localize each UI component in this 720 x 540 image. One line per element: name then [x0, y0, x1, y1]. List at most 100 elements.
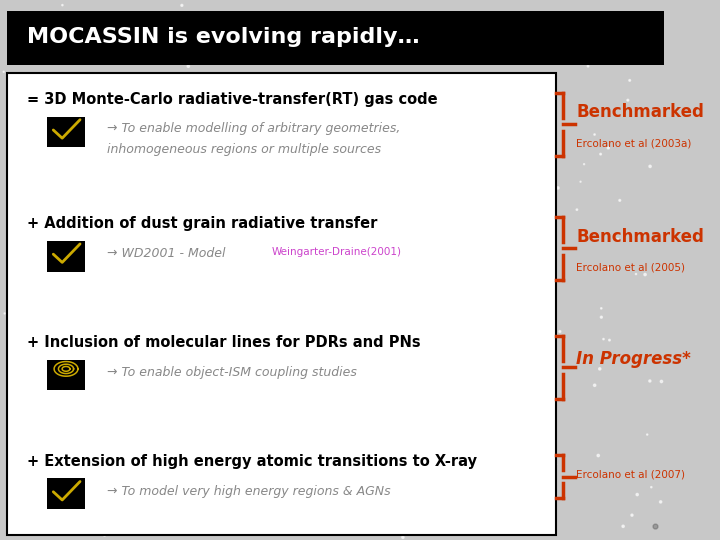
Point — [163, 280, 174, 289]
Point — [120, 47, 131, 56]
Point — [37, 485, 48, 494]
Point — [582, 62, 594, 71]
Point — [500, 361, 512, 370]
Point — [289, 440, 301, 449]
Point — [323, 448, 334, 456]
Point — [445, 521, 456, 530]
Point — [533, 253, 544, 262]
Point — [349, 130, 361, 139]
Text: Benchmarked: Benchmarked — [577, 103, 704, 122]
Point — [646, 483, 657, 491]
Point — [418, 188, 430, 197]
Point — [542, 237, 554, 245]
Point — [655, 497, 667, 506]
Point — [603, 264, 615, 273]
Point — [281, 419, 292, 428]
Point — [395, 50, 407, 59]
Point — [45, 44, 57, 53]
Point — [552, 184, 564, 192]
Point — [57, 1, 68, 9]
Point — [228, 33, 240, 42]
Point — [183, 62, 194, 71]
FancyBboxPatch shape — [47, 241, 85, 272]
Text: MOCASSIN is evolving rapidly…: MOCASSIN is evolving rapidly… — [27, 26, 420, 47]
Point — [457, 79, 469, 88]
Point — [207, 179, 219, 188]
Point — [44, 342, 55, 350]
Point — [202, 224, 214, 232]
Point — [117, 408, 129, 416]
Point — [116, 151, 127, 160]
Point — [99, 208, 110, 217]
Point — [220, 473, 232, 482]
Point — [176, 1, 188, 10]
Point — [71, 159, 82, 168]
Point — [395, 444, 407, 453]
Point — [240, 326, 252, 335]
Point — [143, 126, 155, 135]
Point — [325, 254, 337, 262]
Point — [595, 313, 607, 321]
Text: Ercolano et al (2007): Ercolano et al (2007) — [577, 469, 685, 479]
Point — [469, 449, 480, 457]
Text: → To enable modelling of arbitrary geometries,: → To enable modelling of arbitrary geome… — [107, 122, 400, 134]
Point — [361, 15, 372, 24]
Point — [514, 328, 526, 336]
FancyBboxPatch shape — [47, 478, 85, 509]
Text: = 3D Monte-Carlo radiative-transfer(RT) gas code: = 3D Monte-Carlo radiative-transfer(RT) … — [27, 92, 438, 107]
Point — [311, 217, 323, 225]
Point — [128, 10, 140, 19]
Point — [76, 28, 88, 37]
Point — [631, 490, 643, 499]
Point — [246, 189, 257, 198]
Point — [335, 192, 346, 200]
Point — [532, 157, 544, 165]
Point — [505, 219, 516, 228]
Point — [33, 481, 45, 490]
Point — [216, 333, 228, 341]
Point — [356, 401, 367, 409]
Text: Weingarter-Draine(2001): Weingarter-Draine(2001) — [271, 247, 402, 257]
Point — [281, 137, 292, 146]
Point — [53, 30, 65, 39]
Point — [512, 99, 523, 107]
Point — [288, 292, 300, 300]
Point — [253, 523, 265, 532]
Point — [336, 402, 348, 410]
Point — [147, 20, 158, 29]
Point — [598, 335, 609, 343]
Point — [630, 269, 642, 278]
Point — [595, 304, 607, 313]
Text: + Inclusion of molecular lines for PDRs and PNs: + Inclusion of molecular lines for PDRs … — [27, 335, 420, 350]
Point — [155, 73, 166, 82]
Point — [521, 404, 532, 413]
Point — [370, 341, 382, 350]
Point — [390, 498, 402, 507]
Point — [345, 120, 356, 129]
Point — [438, 35, 450, 43]
Point — [86, 383, 98, 392]
Point — [91, 180, 103, 188]
Point — [12, 199, 23, 208]
Point — [250, 131, 261, 139]
Text: → To model very high energy regions & AGNs: → To model very high energy regions & AG… — [107, 485, 391, 498]
FancyBboxPatch shape — [6, 73, 557, 535]
Point — [60, 523, 71, 531]
Point — [185, 320, 197, 329]
Point — [421, 242, 433, 251]
Point — [269, 257, 281, 266]
Point — [38, 174, 50, 183]
Point — [642, 430, 653, 439]
Point — [536, 146, 548, 154]
Point — [331, 511, 343, 520]
Point — [0, 309, 10, 318]
Point — [44, 185, 55, 193]
Point — [156, 189, 168, 198]
Point — [644, 377, 656, 386]
Point — [161, 9, 173, 17]
Point — [255, 204, 266, 212]
Point — [46, 389, 58, 398]
Point — [211, 514, 222, 522]
Point — [366, 440, 378, 449]
Point — [199, 384, 210, 393]
